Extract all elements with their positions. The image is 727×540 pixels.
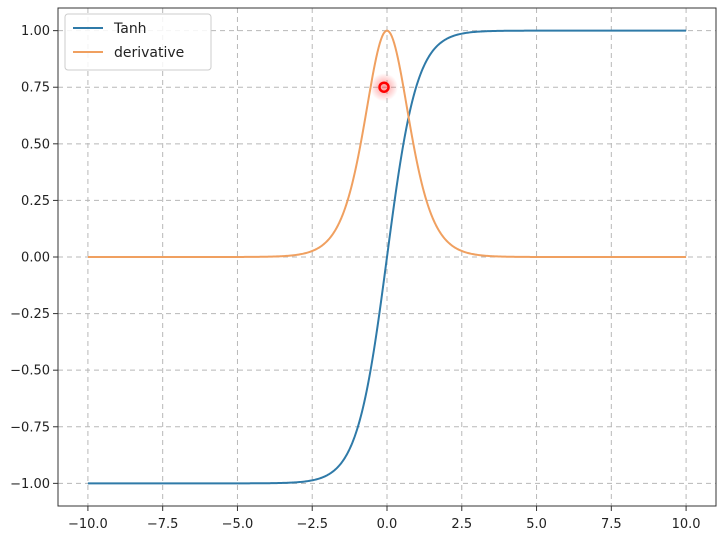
- y-tick-label: −0.50: [10, 364, 50, 379]
- marker-ring: [378, 81, 390, 93]
- x-tick-label: 2.5: [451, 517, 472, 532]
- series-line-tanh: [87, 29, 687, 485]
- y-axis: 1.00 0.75 0.50 0.25 0.00 −0.25 −0.50 −0.75 −1.00: [10, 24, 58, 492]
- x-tick-label: −5.0: [222, 517, 254, 532]
- x-axis: −10.0 −7.5 −5.0 −2.5 0.0 2.5 5.0 7.5 10.0: [68, 506, 701, 532]
- y-tick-label: 0.75: [21, 81, 50, 96]
- x-tick-label: 0.0: [377, 517, 398, 532]
- x-tick-label: −10.0: [68, 517, 108, 532]
- x-tick-label: 10.0: [672, 517, 701, 532]
- legend-label-tanh: Tanh: [113, 21, 147, 37]
- y-tick-label: 0.50: [21, 137, 50, 152]
- x-tick-label: 5.0: [526, 517, 547, 532]
- x-tick-label: −7.5: [147, 517, 179, 532]
- x-tick-label: 7.5: [601, 517, 622, 532]
- series-line-derivative: [87, 29, 687, 258]
- y-tick-label: 0.00: [21, 251, 50, 266]
- y-tick-label: −0.75: [10, 420, 50, 435]
- series-lines: [87, 29, 687, 485]
- y-tick-label: −0.25: [10, 307, 50, 322]
- legend-label-derivative: derivative: [114, 45, 184, 61]
- y-tick-label: −1.00: [10, 477, 50, 492]
- y-tick-label: 1.00: [21, 24, 50, 39]
- marker-glow: [370, 73, 399, 102]
- annotation-marker: [370, 73, 399, 102]
- y-tick-label: 0.25: [21, 194, 50, 209]
- legend: Tanh derivative: [64, 13, 212, 71]
- x-tick-label: −2.5: [296, 517, 328, 532]
